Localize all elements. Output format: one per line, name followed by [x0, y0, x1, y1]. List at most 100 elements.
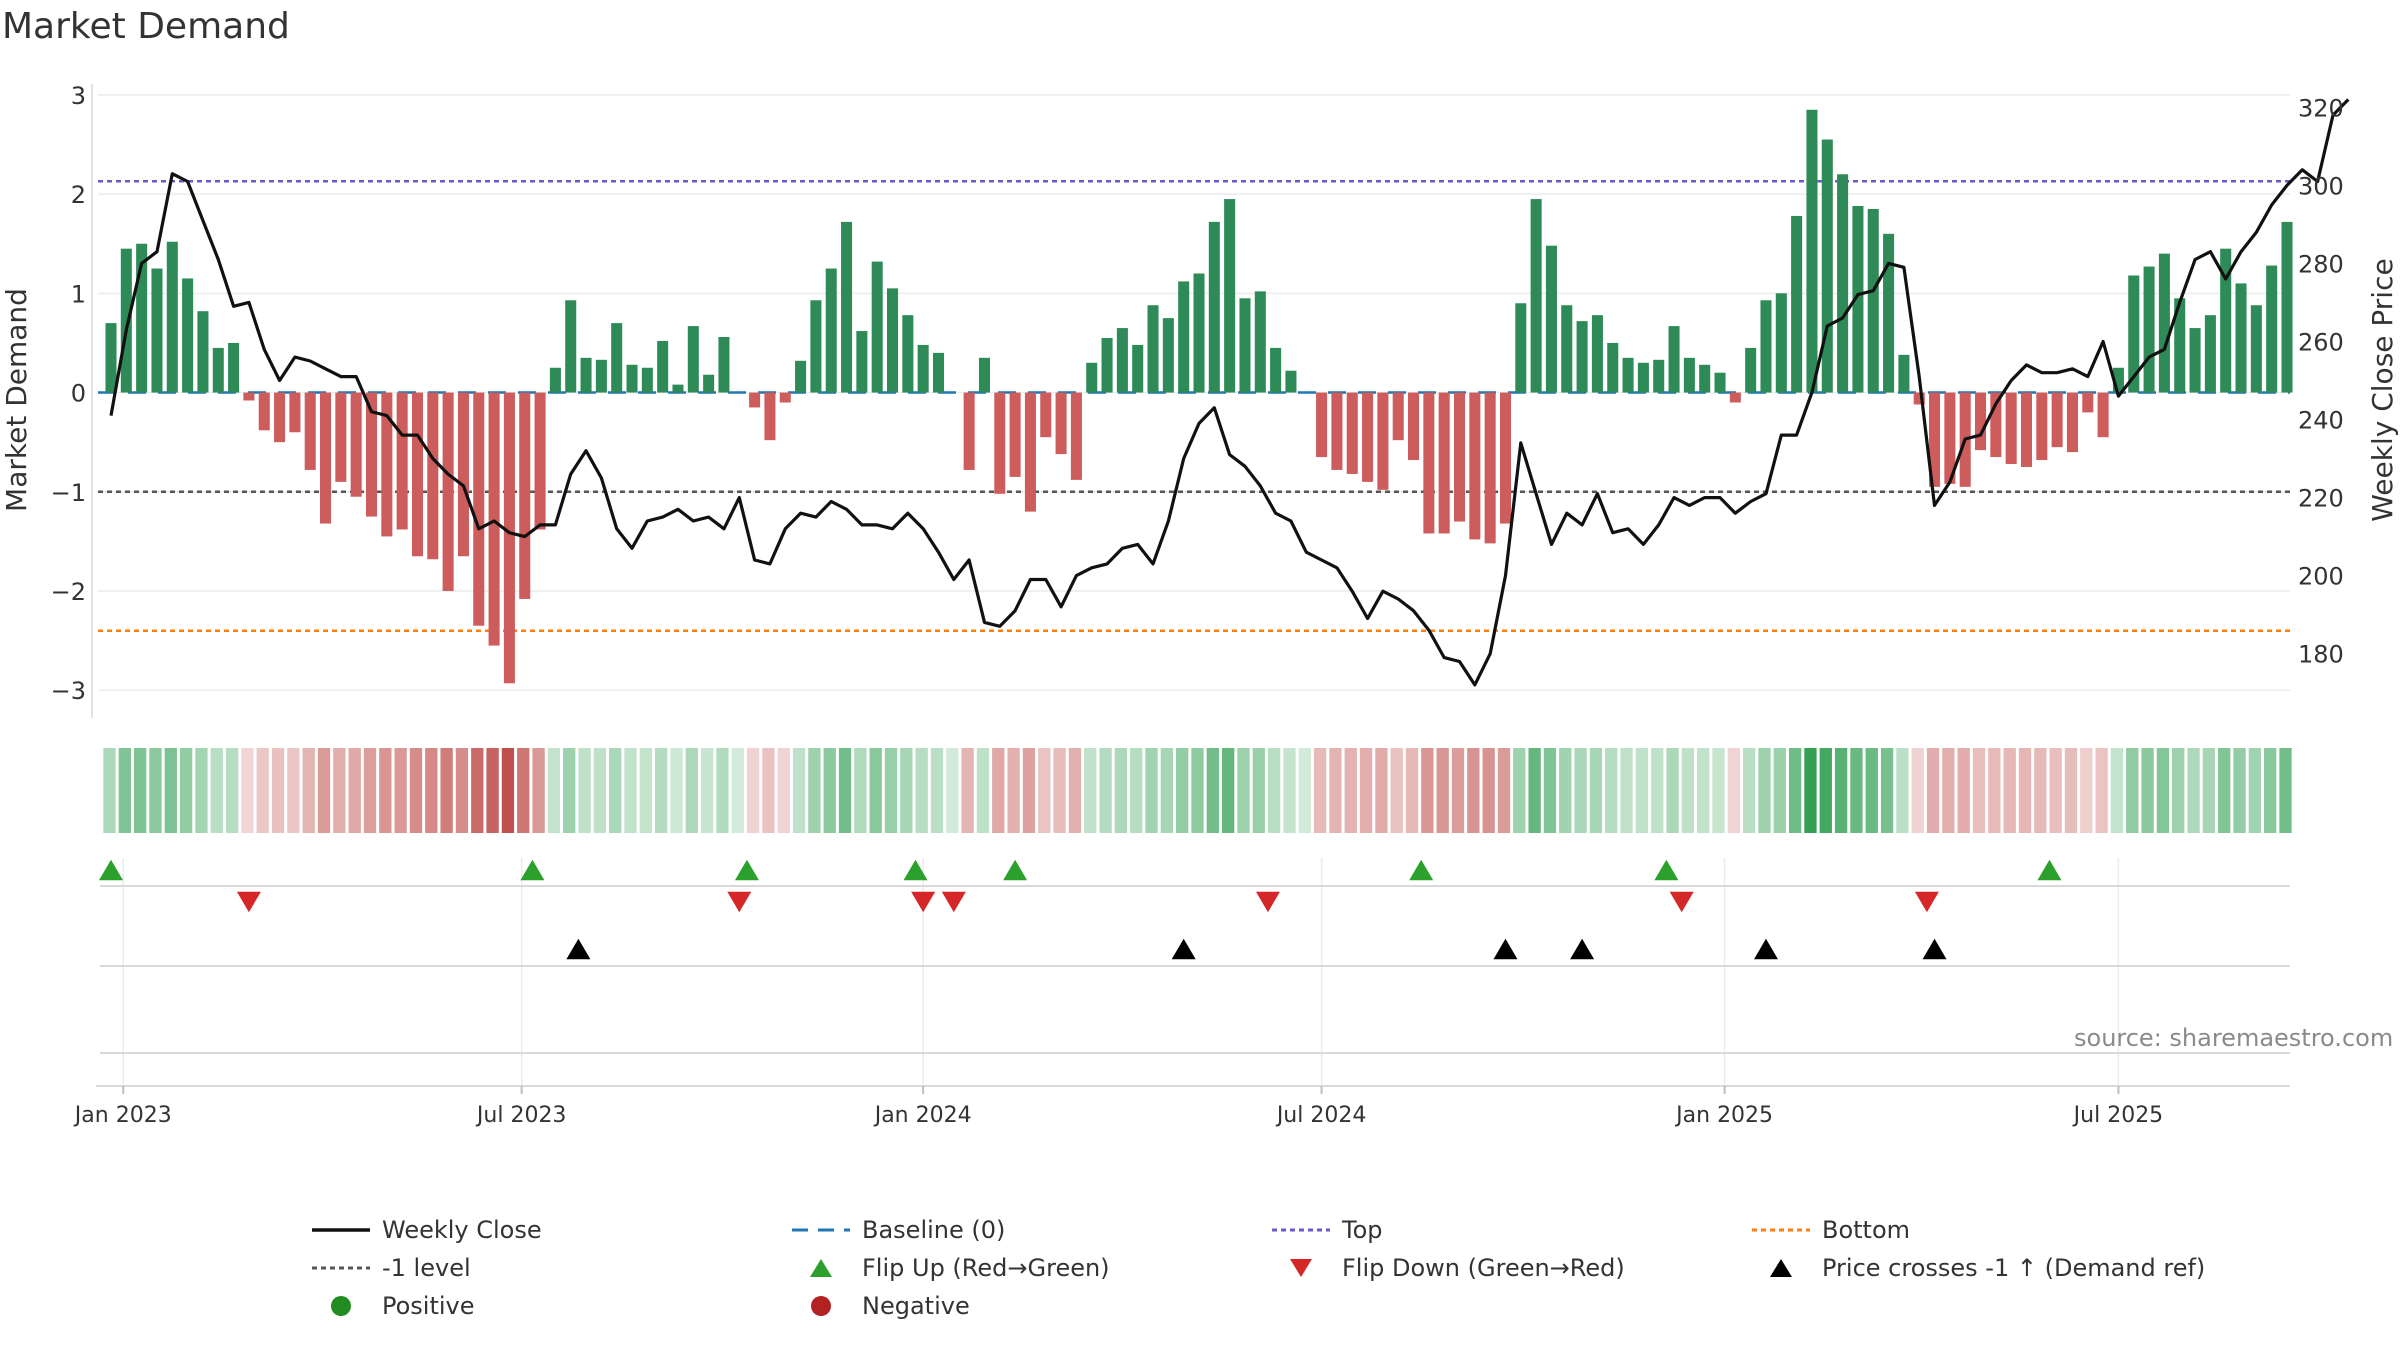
heatmap-cell	[1053, 748, 1066, 833]
heatmap-cell	[639, 748, 652, 833]
heatmap-cell	[348, 748, 361, 833]
heatmap-cell	[379, 748, 392, 833]
legend-item: Negative	[790, 1291, 970, 1321]
demand-bar	[1668, 326, 1680, 393]
heatmap-cell	[1819, 748, 1832, 833]
heatmap-cell	[532, 748, 545, 833]
demand-bar	[488, 392, 500, 646]
x-tick-label: Jul 2024	[1275, 1103, 1367, 1128]
heatmap-cell	[884, 748, 898, 833]
heatmap-cell	[1191, 748, 1204, 833]
heatmap-cell	[578, 748, 591, 833]
heatmap-cell	[440, 748, 453, 833]
heatmap-cell	[1880, 748, 1894, 833]
demand-heatmap-strip	[103, 748, 2292, 833]
left-tick-label: −2	[51, 578, 86, 606]
flip-down-marker	[1255, 891, 1280, 913]
heatmap-cell	[2049, 748, 2062, 833]
demand-bar	[1975, 392, 1987, 451]
heatmap-cell	[256, 748, 269, 833]
heatmap-cell	[409, 748, 423, 833]
legend-label: Weekly Close	[382, 1216, 542, 1244]
heatmap-cell	[1252, 748, 1265, 833]
legend-swatch-triangle-up-icon	[790, 1253, 852, 1283]
heatmap-cell	[317, 748, 331, 833]
demand-bar	[2158, 253, 2170, 393]
heatmap-cell	[1758, 748, 1771, 833]
demand-bar	[289, 392, 301, 433]
demand-bar	[871, 261, 883, 393]
demand-bar	[1944, 392, 1956, 484]
price-cross-marker	[566, 938, 591, 960]
heatmap-cell	[1620, 748, 1633, 833]
demand-bar	[1193, 273, 1205, 393]
demand-bar	[1408, 392, 1420, 461]
legend-item: Weekly Close	[310, 1215, 542, 1245]
demand-bar	[1622, 357, 1634, 393]
demand-bar	[120, 248, 132, 393]
heatmap-cell	[777, 748, 790, 833]
demand-bar	[1469, 392, 1481, 540]
left-tick-label: −3	[51, 677, 86, 705]
heatmap-cell	[961, 748, 974, 833]
heatmap-cell	[1176, 748, 1189, 833]
demand-bar	[1990, 392, 2002, 458]
heatmap-cell	[2018, 748, 2032, 833]
legend-swatch-dot-icon	[790, 1291, 852, 1321]
flip-down-marker	[727, 891, 752, 913]
demand-bar	[2051, 392, 2063, 448]
heatmap-cell	[2080, 748, 2093, 833]
heatmap-cell	[210, 748, 223, 833]
flip-up-marker	[99, 859, 123, 881]
demand-bar	[1162, 318, 1174, 393]
heatmap-cell	[2126, 748, 2139, 833]
demand-bar	[1484, 392, 1496, 544]
demand-bar	[565, 300, 577, 393]
demand-bar	[932, 352, 945, 393]
flip-up-marker	[734, 859, 759, 881]
demand-bar	[1867, 208, 1879, 393]
x-tick-label: Jan 2023	[73, 1103, 172, 1128]
demand-bar	[718, 336, 730, 393]
heatmap-cell	[195, 748, 208, 833]
demand-bar	[978, 357, 990, 393]
demand-bar	[1285, 370, 1297, 393]
demand-bar	[887, 288, 899, 393]
demand-bar	[2189, 328, 2201, 393]
flip-up-marker	[1654, 859, 1679, 881]
demand-bar	[136, 243, 148, 393]
demand-bar	[320, 392, 332, 524]
heatmap-cell	[1329, 748, 1342, 833]
demand-bar	[1147, 305, 1159, 393]
right-tick-label: 240	[2298, 407, 2344, 435]
demand-bar	[1852, 206, 1864, 393]
legend-item: Baseline (0)	[790, 1215, 1005, 1245]
legend-label: Negative	[862, 1292, 970, 1320]
price-cross-marker	[1753, 938, 1778, 960]
demand-bar	[2005, 392, 2017, 464]
heatmap-cell	[1681, 748, 1695, 833]
heatmap-cell	[1942, 748, 1955, 833]
demand-bar	[1929, 392, 1941, 487]
legend-item: Flip Up (Red→Green)	[790, 1253, 1110, 1283]
demand-bar	[1576, 321, 1588, 393]
demand-bar	[764, 392, 776, 441]
demand-bar	[902, 315, 914, 393]
demand-bar	[381, 392, 393, 537]
right-tick-label: 320	[2298, 94, 2344, 122]
heatmap-cell	[1972, 748, 1986, 833]
heatmap-cell	[992, 748, 1005, 833]
legend-label: -1 level	[382, 1254, 471, 1282]
heatmap-cell	[1375, 748, 1388, 833]
heatmap-cell	[670, 748, 683, 833]
demand-bar	[503, 392, 515, 684]
weekly-close-line	[109, 98, 2350, 687]
heatmap-cell	[1084, 748, 1097, 833]
demand-bar	[917, 344, 929, 393]
heatmap-cell	[1957, 748, 1970, 833]
heatmap-cell	[900, 748, 913, 833]
heatmap-cell	[1114, 748, 1128, 833]
demand-bar	[687, 326, 699, 393]
flip-down-marker	[941, 891, 966, 913]
demand-bar	[534, 392, 546, 530]
